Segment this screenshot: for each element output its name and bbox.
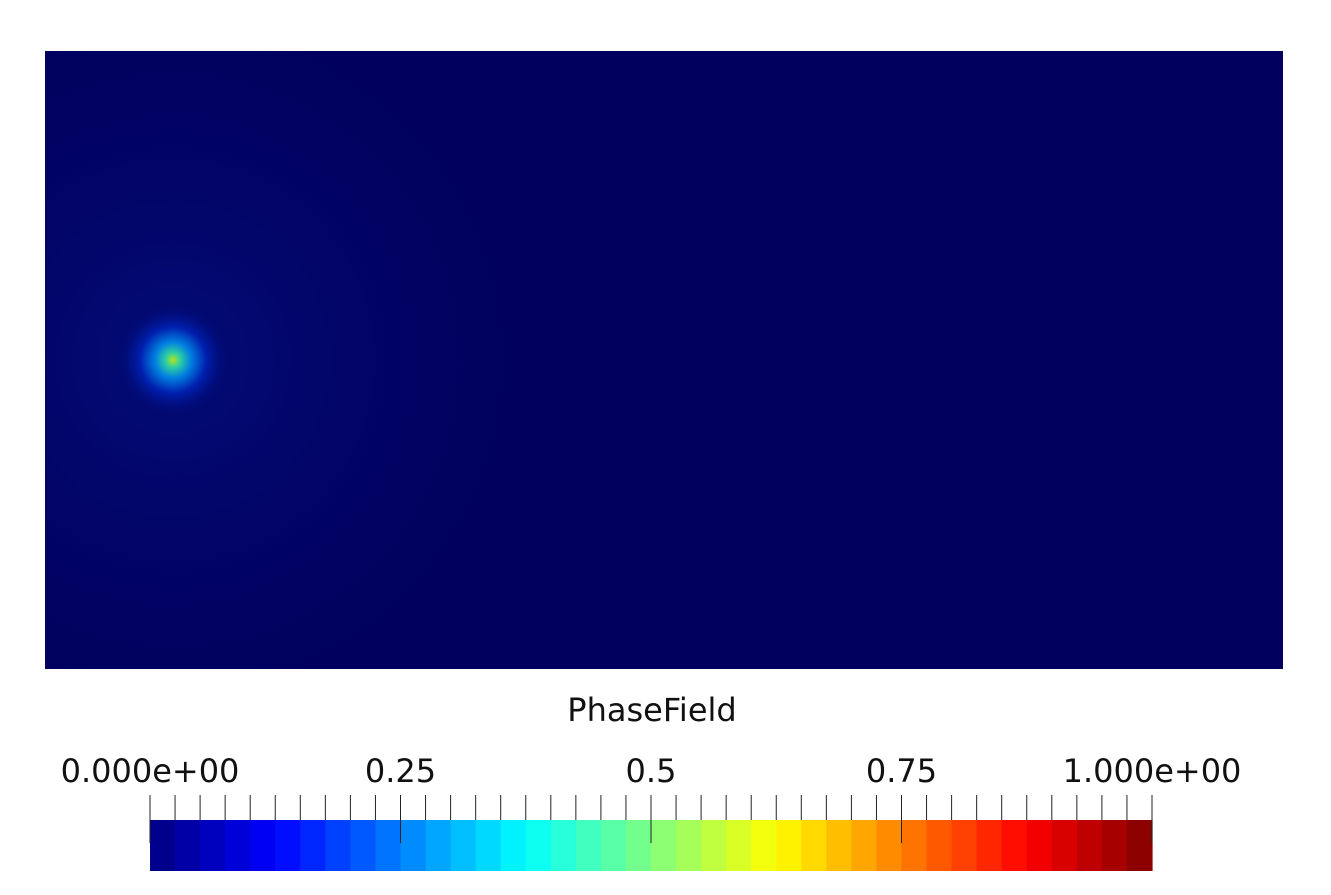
color-band: [1076, 820, 1103, 871]
tick-label: 1.000e+00: [1063, 752, 1242, 790]
color-band: [876, 820, 903, 871]
tick-label: 0.25: [365, 752, 436, 790]
color-band: [651, 820, 677, 871]
color-band: [976, 820, 1003, 871]
color-band: [375, 820, 402, 871]
color-band: [200, 820, 226, 871]
color-band: [676, 820, 702, 871]
color-band: [325, 820, 351, 871]
tick-label: 0.000e+00: [61, 752, 240, 790]
color-band: [450, 820, 477, 871]
color-band: [726, 820, 752, 871]
color-band: [1001, 820, 1028, 871]
color-band: [350, 820, 377, 871]
color-band: [951, 820, 978, 871]
color-band: [801, 820, 827, 871]
color-band: [600, 820, 627, 871]
color-band: [625, 820, 652, 871]
colorbar-title: PhaseField: [567, 691, 736, 729]
phase-seed: [113, 300, 233, 420]
color-band: [275, 820, 301, 871]
color-band: [851, 820, 878, 871]
color-band: [1051, 820, 1078, 871]
color-band: [250, 820, 276, 871]
color-band: [926, 820, 953, 871]
color-band: [300, 820, 326, 871]
color-band: [1026, 820, 1053, 871]
color-band: [575, 820, 602, 871]
color-band: [550, 820, 577, 871]
color-band: [400, 820, 427, 871]
color-band: [525, 820, 552, 871]
color-band: [701, 820, 727, 871]
color-band: [901, 820, 928, 871]
color-band: [150, 820, 176, 871]
color-band: [751, 820, 777, 871]
tick-label: 0.75: [866, 752, 937, 790]
colorbar: 0.000e+00 0.25 0.5 0.75 1.000e+00: [61, 752, 1242, 871]
color-band: [225, 820, 251, 871]
tick-label: 0.5: [626, 752, 677, 790]
field-halo: [45, 51, 1283, 669]
color-band: [776, 820, 802, 871]
color-band: [425, 820, 452, 871]
color-band: [1101, 820, 1128, 871]
color-band: [1126, 820, 1153, 871]
color-band: [475, 820, 502, 871]
color-band: [500, 820, 527, 871]
color-band: [826, 820, 852, 871]
color-band: [175, 820, 201, 871]
